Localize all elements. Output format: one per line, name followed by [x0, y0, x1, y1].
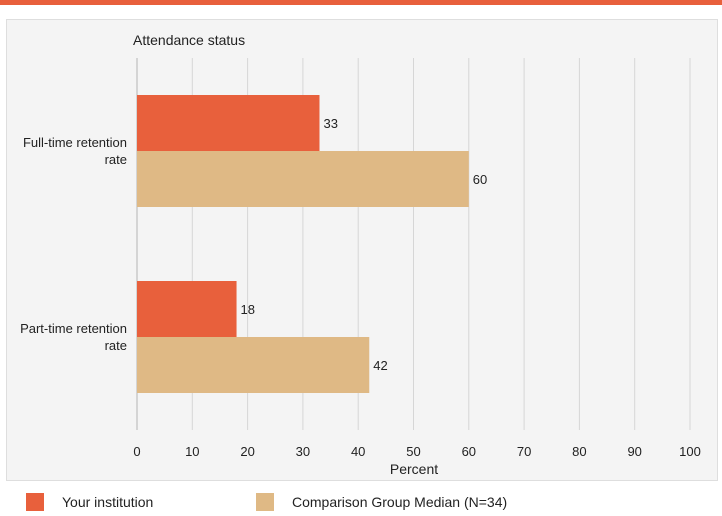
legend-swatch-comparison-median — [256, 493, 274, 511]
legend-swatch-your-institution — [26, 493, 44, 511]
data-label: 33 — [323, 116, 337, 131]
x-tick-label: 100 — [679, 444, 701, 459]
top-accent-rule — [0, 0, 722, 5]
x-tick-label: 90 — [627, 444, 641, 459]
bar-your-institution — [137, 95, 320, 151]
data-label: 60 — [473, 172, 487, 187]
legend-item-comparison-median: Comparison Group Median (N=34) — [256, 493, 507, 511]
x-tick-label: 30 — [296, 444, 310, 459]
x-tick-label: 20 — [240, 444, 254, 459]
x-tick-label: 70 — [517, 444, 531, 459]
category-label: Part-time retention rate — [20, 321, 127, 353]
legend: Your institution Comparison Group Median… — [0, 486, 722, 516]
x-tick-label: 40 — [351, 444, 365, 459]
x-tick-label: 0 — [133, 444, 140, 459]
x-tick-label: 10 — [185, 444, 199, 459]
category-label: Full-time retention rate — [23, 135, 127, 167]
x-tick-label: 50 — [406, 444, 420, 459]
legend-label-comparison-median: Comparison Group Median (N=34) — [292, 494, 508, 510]
x-axis-label: Percent — [390, 461, 438, 477]
x-tick-label: 80 — [572, 444, 586, 459]
chart-title: Attendance status — [133, 32, 245, 48]
bar-chart: Attendance status Full-time retention rat… — [20, 32, 701, 477]
data-label: 18 — [241, 302, 255, 317]
legend-label-your-institution: Your institution — [62, 494, 154, 510]
bar-comparison-median — [137, 151, 469, 207]
chart-panel — [6, 19, 718, 481]
bar-your-institution — [137, 281, 237, 337]
x-tick-label: 60 — [462, 444, 476, 459]
data-label: 42 — [373, 358, 387, 373]
legend-item-your-institution: Your institution — [26, 493, 153, 511]
bar-comparison-median — [137, 337, 370, 393]
